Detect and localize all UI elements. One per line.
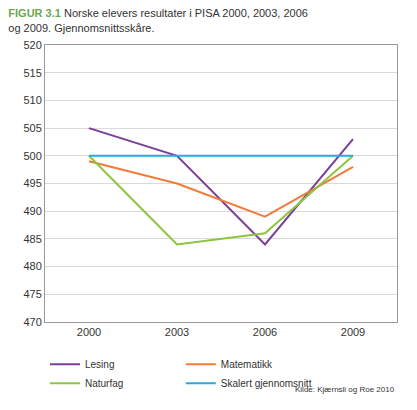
svg-text:480: 480 [23, 260, 41, 272]
svg-text:470: 470 [23, 316, 41, 328]
svg-text:495: 495 [23, 177, 41, 189]
svg-text:505: 505 [23, 122, 41, 134]
svg-text:475: 475 [23, 288, 41, 300]
svg-text:FIGUR 3.1 Norske elevers resul: FIGUR 3.1 Norske elevers resultater i PI… [8, 7, 308, 33]
svg-text:485: 485 [23, 233, 41, 245]
svg-text:490: 490 [23, 205, 41, 217]
svg-text:515: 515 [23, 67, 41, 79]
svg-text:2000: 2000 [77, 326, 101, 338]
svg-text:Skalert gjennomsnitt: Skalert gjennomsnitt [221, 378, 312, 389]
svg-text:Kilde: Kjærnsli og Roe 2010: Kilde: Kjærnsli og Roe 2010 [295, 385, 395, 394]
svg-text:500: 500 [23, 150, 41, 162]
svg-text:2006: 2006 [253, 326, 277, 338]
svg-text:Matematikk: Matematikk [221, 359, 273, 370]
svg-text:2009: 2009 [341, 326, 365, 338]
svg-text:Naturfag: Naturfag [85, 378, 123, 389]
svg-text:510: 510 [23, 94, 41, 106]
svg-text:Lesing: Lesing [85, 359, 114, 370]
svg-text:2003: 2003 [165, 326, 189, 338]
svg-text:520: 520 [23, 39, 41, 51]
